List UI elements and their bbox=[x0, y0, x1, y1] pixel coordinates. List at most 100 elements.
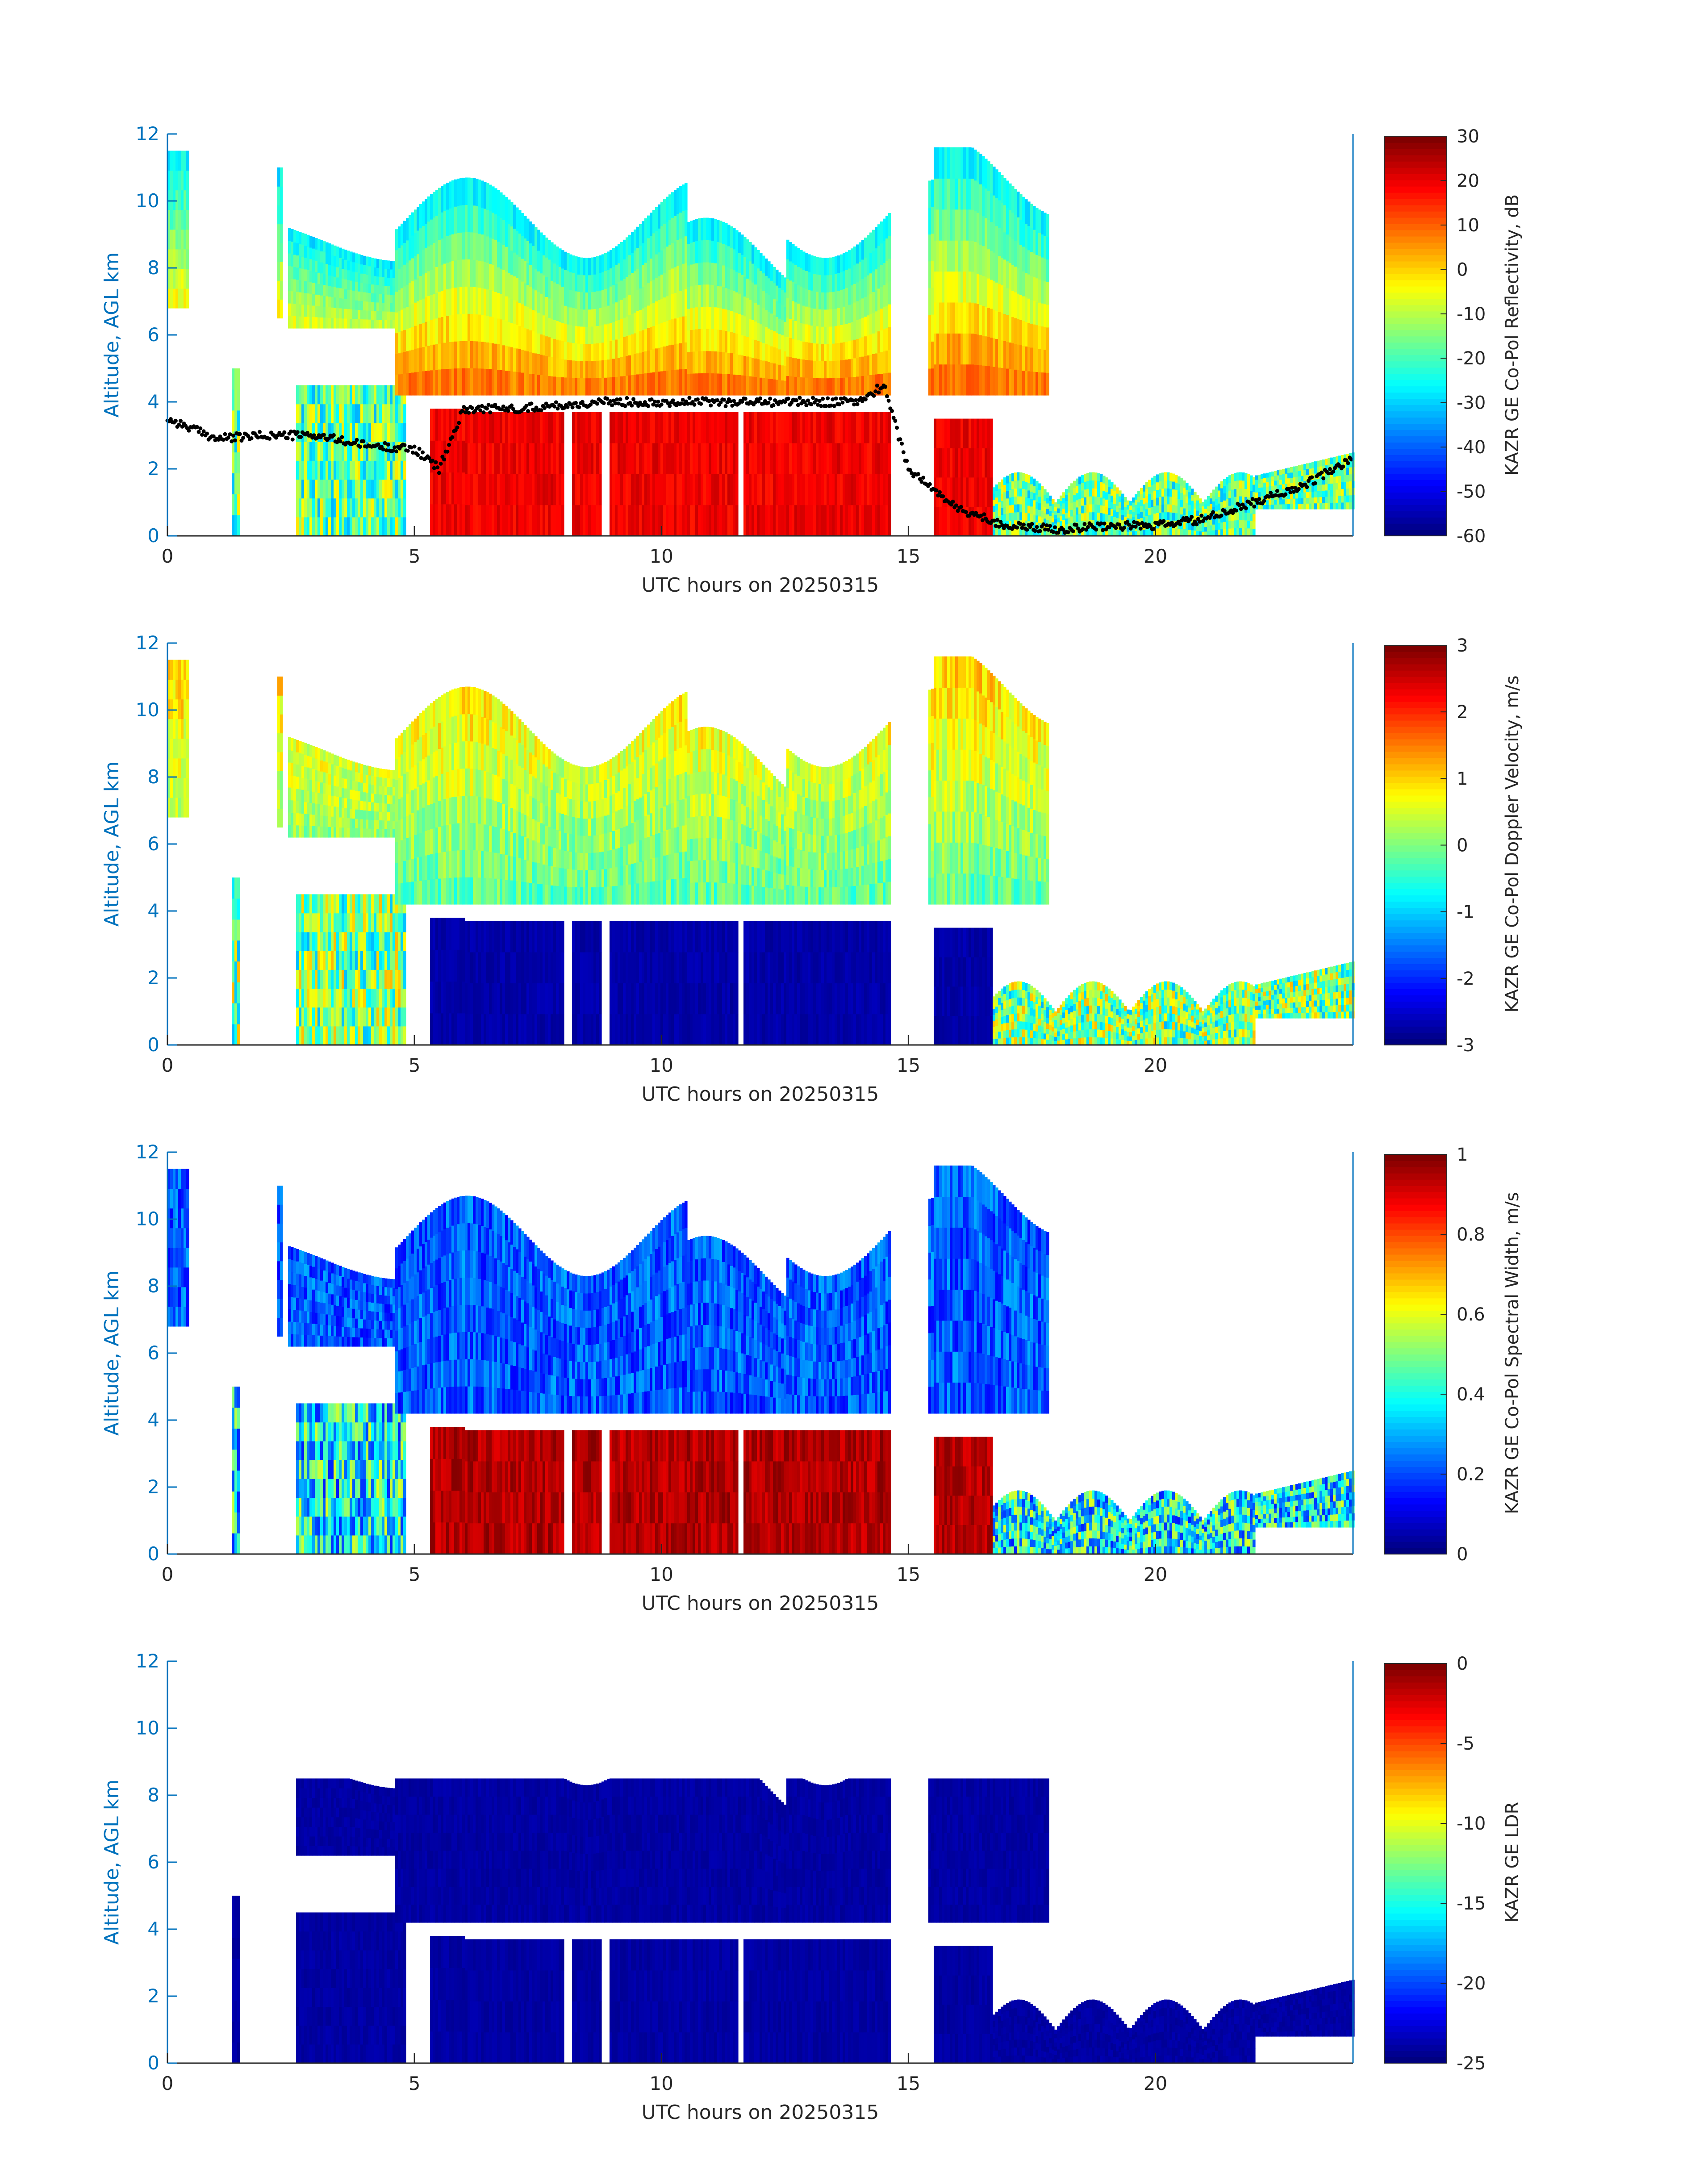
heatmap-cell bbox=[368, 404, 372, 423]
heatmap-cell bbox=[607, 269, 610, 288]
heatmap-cell bbox=[360, 273, 363, 283]
heatmap-cell bbox=[401, 479, 404, 499]
heatmap-cell bbox=[537, 312, 540, 334]
heatmap-cell bbox=[1137, 502, 1140, 508]
heatmap-cell bbox=[1041, 505, 1044, 511]
heatmap-cell bbox=[1271, 490, 1274, 496]
heatmap-cell bbox=[465, 313, 468, 341]
heatmap-cell bbox=[358, 460, 361, 480]
heatmap-cell bbox=[355, 253, 358, 263]
heatmap-cell bbox=[993, 252, 996, 281]
heatmap-cell bbox=[631, 293, 634, 314]
heatmap-cell bbox=[695, 241, 698, 263]
heatmap-cell bbox=[339, 278, 342, 288]
heatmap-cell bbox=[647, 372, 650, 396]
heatmap-cell bbox=[695, 373, 698, 396]
heatmap-cell bbox=[679, 343, 682, 370]
heatmap-cell bbox=[1124, 511, 1127, 517]
heatmap-cell bbox=[982, 246, 985, 276]
heatmap-cell bbox=[299, 292, 302, 305]
heatmap-cell bbox=[296, 460, 299, 480]
heatmap-cell bbox=[451, 207, 455, 234]
heatmap-cell bbox=[934, 477, 937, 507]
heatmap-cell bbox=[936, 302, 940, 334]
heatmap-cell bbox=[368, 422, 372, 442]
heatmap-cell bbox=[336, 498, 339, 518]
heatmap-cell bbox=[934, 147, 937, 179]
heatmap-cell bbox=[746, 278, 749, 298]
heatmap-cell bbox=[1247, 489, 1250, 498]
heatmap-cell bbox=[358, 479, 361, 499]
heatmap-cell bbox=[1188, 485, 1191, 493]
heatmap-cell bbox=[304, 269, 307, 281]
heatmap-cell bbox=[1145, 515, 1148, 523]
heatmap-cell bbox=[990, 448, 993, 478]
heatmap-cell bbox=[639, 505, 642, 536]
heatmap-cell bbox=[717, 412, 720, 443]
heatmap-cell bbox=[883, 307, 886, 330]
heatmap-cell bbox=[832, 309, 835, 326]
heatmap-cell bbox=[331, 307, 334, 318]
heatmap-cell bbox=[832, 378, 835, 396]
heatmap-cell bbox=[561, 286, 564, 305]
heatmap-cell bbox=[958, 240, 961, 272]
heatmap-cell bbox=[711, 505, 714, 536]
heatmap-cell bbox=[674, 505, 677, 536]
heatmap-cell bbox=[666, 221, 669, 247]
heatmap-cell bbox=[358, 517, 361, 536]
cloud-base-point bbox=[457, 421, 461, 425]
heatmap-cell bbox=[551, 412, 554, 443]
heatmap-cell bbox=[572, 443, 575, 474]
heatmap-cell bbox=[387, 269, 390, 278]
heatmap-cell bbox=[556, 265, 559, 284]
heatmap-cell bbox=[1303, 503, 1307, 510]
heatmap-cell bbox=[1282, 489, 1285, 494]
heatmap-cell bbox=[1014, 528, 1017, 536]
heatmap-cell bbox=[1328, 502, 1331, 510]
heatmap-cell bbox=[821, 378, 824, 396]
heatmap-cell bbox=[457, 287, 460, 314]
heatmap-cell bbox=[339, 288, 342, 298]
heatmap-cell bbox=[631, 313, 634, 334]
heatmap-cell bbox=[840, 342, 843, 360]
heatmap-cell bbox=[1076, 478, 1079, 486]
heatmap-cell bbox=[647, 283, 650, 306]
cloud-base-point bbox=[552, 404, 557, 409]
heatmap-cell bbox=[1009, 513, 1012, 521]
heatmap-cell bbox=[743, 237, 747, 257]
heatmap-cell bbox=[326, 242, 329, 254]
heatmap-cell bbox=[342, 288, 345, 299]
heatmap-cell bbox=[384, 285, 388, 295]
heatmap-cell bbox=[1164, 480, 1167, 489]
heatmap-cell bbox=[666, 412, 669, 443]
heatmap-cell bbox=[615, 321, 618, 340]
heatmap-cell bbox=[851, 340, 854, 359]
heatmap-cell bbox=[1271, 471, 1274, 477]
heatmap-cell bbox=[990, 308, 993, 338]
heatmap-cell bbox=[363, 385, 366, 405]
heatmap-cell bbox=[837, 360, 840, 378]
heatmap-cell bbox=[832, 343, 835, 361]
heatmap-cell bbox=[446, 209, 449, 236]
heatmap-cell bbox=[486, 209, 489, 237]
heatmap-cell bbox=[947, 240, 950, 272]
heatmap-cell bbox=[636, 474, 639, 506]
heatmap-cell bbox=[960, 418, 964, 448]
heatmap-cell bbox=[181, 229, 184, 250]
heatmap-cell bbox=[328, 264, 331, 276]
heatmap-cell bbox=[1084, 528, 1087, 536]
heatmap-cell bbox=[821, 275, 824, 292]
heatmap-cell bbox=[966, 302, 969, 334]
heatmap-cell bbox=[650, 326, 653, 350]
heatmap-cell bbox=[344, 385, 347, 405]
heatmap-cell bbox=[869, 474, 873, 506]
heatmap-cell bbox=[1311, 485, 1315, 492]
heatmap-cell bbox=[1009, 497, 1012, 506]
heatmap-cell bbox=[628, 355, 631, 376]
heatmap-cell bbox=[352, 498, 355, 518]
heatmap-cell bbox=[1025, 520, 1028, 529]
heatmap-cell bbox=[593, 474, 597, 506]
heatmap-cell bbox=[682, 316, 685, 343]
heatmap-cell bbox=[1295, 493, 1299, 499]
heatmap-cell bbox=[671, 505, 674, 536]
